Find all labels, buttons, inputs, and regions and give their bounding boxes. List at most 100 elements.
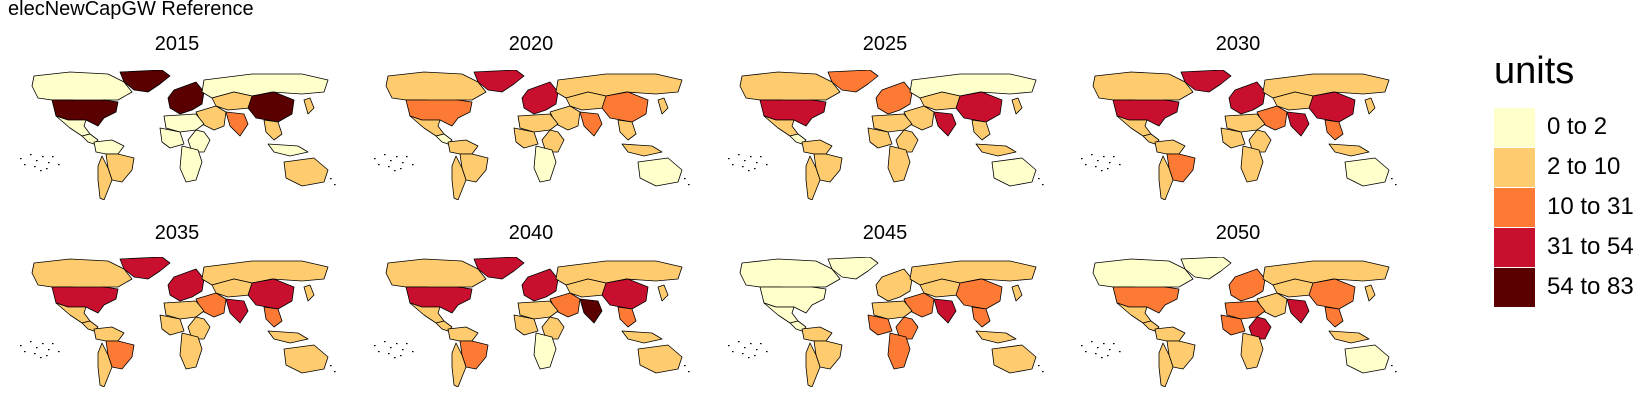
island-dot [728,158,730,160]
world-map-panel [1081,70,1397,200]
region-europe [875,81,913,115]
region-canada [739,71,841,103]
island-dot [1395,371,1397,373]
legend-swatch [1494,187,1535,227]
island-dot [374,158,376,160]
island-dot [684,178,686,180]
legend-item: 2 to 10 [1494,147,1634,187]
region-southam_s [97,155,113,200]
region-southam_s [1158,155,1174,200]
island-dot [750,156,752,158]
region-china [1308,278,1356,310]
panel-year-label: 2025 [862,33,908,55]
island-dot [688,371,690,373]
island-dot [766,351,768,353]
region-northafrica [1224,113,1266,133]
island-dot [1395,184,1397,186]
region-canada [1092,71,1194,103]
island-dot [756,162,758,164]
island-dot [1091,154,1093,156]
region-seasia [617,119,637,141]
region-africa_s [887,332,911,370]
region-china [601,278,649,310]
island-dot [46,355,48,357]
island-dot [738,154,740,156]
region-seasia [971,119,991,141]
legend: 0 to 2 2 to 10 10 to 31 31 to 54 54 to 8… [1494,107,1634,307]
region-greenland [1180,70,1232,93]
legend-swatch [1494,147,1535,187]
region-japan [657,284,669,302]
island-dot [1391,365,1393,367]
region-japan [1364,97,1376,115]
island-dot [20,345,22,347]
region-southam_n [447,326,479,342]
region-indonesia [267,143,309,157]
island-dot [738,341,740,343]
island-dot [1109,349,1111,351]
region-northafrica [163,113,205,133]
region-australia [637,157,683,187]
region-mexico [55,302,91,324]
island-dot [394,357,396,359]
island-dot [396,343,398,345]
legend-title: units [1494,50,1575,92]
region-india [1286,111,1310,137]
island-dot [46,168,48,170]
region-africa_w [867,127,893,149]
world-map-panel [374,257,690,387]
region-india [933,298,957,324]
region-indonesia [621,330,663,344]
legend-swatch [1494,267,1535,307]
region-india [1286,298,1310,324]
island-dot [760,156,762,158]
island-dot [1081,158,1083,160]
island-dot [742,353,744,355]
region-india [579,111,603,137]
island-dot [754,355,756,357]
island-dot [36,347,38,349]
legend-label: 31 to 54 [1547,233,1634,260]
island-dot [402,349,404,351]
island-dot [754,168,756,170]
island-dot [1097,160,1099,162]
region-canada [31,258,133,290]
region-africa_e [1248,129,1272,153]
region-africa_s [179,332,203,370]
island-dot [374,345,376,347]
panel-year-label: 2015 [154,33,200,55]
region-greenland [473,257,525,280]
island-dot [1391,178,1393,180]
region-seasia [617,306,637,328]
region-southam_n [447,139,479,155]
region-japan [303,284,315,302]
island-dot [30,341,32,343]
region-europe [521,81,559,115]
island-dot [412,164,414,166]
island-dot [40,170,42,172]
island-dot [52,343,54,345]
region-india [579,298,603,324]
region-africa_w [513,314,539,336]
island-dot [1107,168,1109,170]
island-dot [36,160,38,162]
island-dot [1095,353,1097,355]
region-canada [385,71,487,103]
world-map-panel [728,70,1044,200]
world-map-panel [1081,257,1397,387]
island-dot [40,357,42,359]
region-northafrica [163,300,205,320]
island-dot [1119,164,1121,166]
region-europe [1228,81,1266,115]
region-mexico [409,115,445,137]
island-dot [742,166,744,168]
legend-item: 10 to 31 [1494,187,1634,227]
region-china [955,278,1003,310]
region-seasia [263,119,283,141]
region-northafrica [517,300,559,320]
region-japan [1011,97,1023,115]
island-dot [334,371,336,373]
island-dot [20,158,22,160]
region-australia [283,344,329,374]
region-seasia [971,306,991,328]
